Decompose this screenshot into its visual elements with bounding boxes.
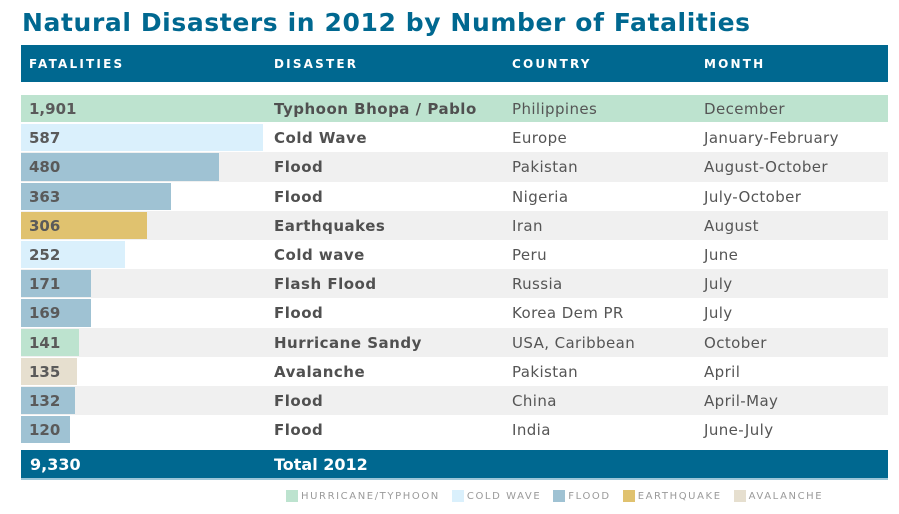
total-label: Total 2012 — [274, 455, 368, 474]
country-cell: Iran — [512, 216, 543, 235]
legend-label: AVALANCHE — [748, 490, 824, 502]
fatalities-cell: 132 — [29, 391, 61, 410]
country-cell: India — [512, 421, 551, 440]
table-body: 1,901 Typhoon Bhopa / Pablo Philippines Dec… — [21, 94, 888, 444]
table-row: 169 Flood Korea Dem PR July — [21, 298, 888, 327]
legend-swatch-icon — [286, 490, 298, 502]
country-cell: Peru — [512, 245, 548, 264]
fatality-bar — [21, 357, 77, 385]
table-header: FATALITIES DISASTER COUNTRY MONTH — [21, 45, 888, 82]
month-cell: July — [704, 275, 733, 294]
fatality-bar — [21, 416, 70, 444]
month-cell: July-October — [704, 187, 802, 206]
country-cell: Europe — [512, 129, 568, 148]
fatalities-cell: 120 — [29, 421, 61, 440]
country-cell: Nigeria — [512, 187, 569, 206]
table-row: 363 Flood Nigeria July-October — [21, 182, 888, 211]
country-cell: Pakistan — [512, 158, 579, 177]
disaster-cell: Flood — [274, 187, 324, 206]
table-row: 306 Earthquakes Iran August — [21, 210, 888, 240]
total-fatalities: 9,330 — [30, 455, 81, 474]
month-cell: October — [704, 333, 767, 352]
fatality-bar — [21, 153, 219, 181]
legend-item-cold-wave: COLD WAVE — [451, 490, 542, 502]
month-cell: August-October — [704, 158, 828, 177]
fatalities-cell: 587 — [29, 129, 61, 148]
column-header-disaster: DISASTER — [274, 57, 359, 71]
fatalities-cell: 171 — [29, 275, 61, 294]
disaster-cell: Hurricane Sandy — [274, 333, 422, 352]
chart-title: Natural Disasters in 2012 by Number of F… — [22, 8, 751, 37]
fatality-bar — [21, 211, 147, 239]
fatalities-cell: 169 — [29, 304, 61, 323]
fatality-bar — [21, 182, 171, 210]
disaster-cell: Earthquakes — [274, 216, 386, 235]
fatality-bar — [21, 95, 888, 123]
disaster-cell: Flood — [274, 158, 324, 177]
country-cell: Korea Dem PR — [512, 304, 624, 323]
fatalities-cell: 1,901 — [29, 100, 77, 118]
disaster-cell: Cold wave — [274, 245, 365, 264]
table-row: 1,901 Typhoon Bhopa / Pablo Philippines Dec… — [21, 94, 888, 123]
legend-item-hurricane-typhoon: HURRICANE/TYPHOON — [286, 490, 440, 502]
legend-label: COLD WAVE — [466, 490, 542, 502]
table-row: 480 Flood Pakistan August-October — [21, 152, 888, 182]
legend-swatch-icon — [622, 490, 635, 502]
country-cell: Pakistan — [512, 362, 579, 381]
total-row: 9,330 Total 2012 — [21, 450, 888, 480]
table-row: 171 Flash Flood Russia July — [21, 269, 888, 299]
column-header-fatalities: FATALITIES — [29, 57, 125, 71]
legend-swatch-icon — [733, 490, 746, 502]
fatality-bar — [21, 240, 125, 269]
fatalities-cell: 252 — [29, 245, 61, 264]
country-cell: Russia — [512, 275, 563, 294]
legend-swatch-icon — [553, 490, 566, 502]
column-header-month: MONTH — [704, 57, 766, 71]
legend-item-avalanche: AVALANCHE — [733, 490, 824, 502]
legend-item-flood: FLOOD — [553, 490, 610, 502]
fatalities-cell: 141 — [29, 333, 61, 352]
month-cell: July — [704, 304, 733, 323]
fatalities-cell: 480 — [29, 158, 61, 177]
table-row: 132 Flood China April-May — [21, 385, 888, 416]
table-row: 120 Flood India June-July — [21, 415, 888, 444]
month-cell: December — [704, 100, 785, 118]
legend-label: EARTHQUAKE — [637, 490, 722, 502]
fatalities-cell: 135 — [29, 362, 61, 381]
disaster-cell: Flood — [274, 304, 324, 323]
column-header-country: COUNTRY — [512, 57, 592, 71]
month-cell: June-July — [704, 421, 774, 440]
month-cell: April-May — [704, 391, 779, 410]
legend-label: FLOOD — [568, 490, 611, 502]
month-cell: April — [704, 362, 741, 381]
fatalities-cell: 306 — [29, 216, 61, 235]
disaster-cell: Typhoon Bhopa / Pablo — [274, 100, 477, 118]
fatality-bar — [21, 386, 75, 415]
fatalities-cell: 363 — [29, 187, 61, 206]
month-cell: June — [704, 245, 739, 264]
disaster-cell: Avalanche — [274, 362, 366, 381]
country-cell: Philippines — [512, 100, 598, 118]
legend-swatch-icon — [451, 490, 464, 502]
month-cell: January-February — [704, 129, 839, 148]
disaster-cell: Flood — [274, 391, 324, 410]
disaster-cell: Flood — [274, 421, 324, 440]
legend: HURRICANE/TYPHOON COLD WAVE FLOOD EARTHQUAK… — [286, 489, 835, 503]
legend-item-earthquake: EARTHQUAKE — [622, 490, 722, 502]
fatality-bar — [21, 328, 79, 356]
fatality-bar — [21, 270, 91, 298]
month-cell: August — [704, 216, 759, 235]
country-cell: USA, Caribbean — [512, 333, 636, 352]
table-row: 252 Cold wave Peru June — [21, 240, 888, 269]
fatality-bar — [21, 124, 263, 152]
legend-label: HURRICANE/TYPHOON — [301, 490, 440, 502]
disaster-cell: Flash Flood — [274, 275, 377, 294]
table-row: 141 Hurricane Sandy USA, Caribbean October — [21, 327, 888, 357]
fatality-bar — [21, 299, 91, 327]
table-row: 135 Avalanche Pakistan April — [21, 357, 888, 386]
country-cell: China — [512, 391, 557, 410]
table-row: 587 Cold Wave Europe January-February — [21, 123, 888, 152]
disaster-cell: Cold Wave — [274, 129, 367, 148]
